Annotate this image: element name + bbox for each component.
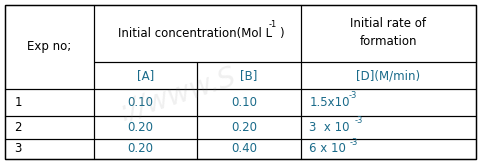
Text: -3: -3 — [348, 138, 357, 147]
Text: 0.10: 0.10 — [127, 96, 154, 109]
Text: Exp no;: Exp no; — [27, 40, 71, 53]
Text: 0.20: 0.20 — [230, 121, 257, 134]
Text: 6 x 10: 6 x 10 — [309, 142, 346, 155]
Text: 0.10: 0.10 — [230, 96, 257, 109]
Text: -3: -3 — [348, 92, 356, 100]
Text: 0.20: 0.20 — [127, 121, 154, 134]
Text: -3: -3 — [354, 116, 362, 125]
Text: Initial rate of: Initial rate of — [349, 17, 426, 30]
Text: formation: formation — [359, 35, 416, 48]
Text: 0.40: 0.40 — [230, 142, 257, 155]
Text: ://www.S: ://www.S — [116, 62, 240, 126]
Text: -1: -1 — [268, 20, 277, 29]
Text: 1.5x10: 1.5x10 — [309, 96, 349, 109]
Text: [B]: [B] — [240, 69, 257, 82]
Text: 2: 2 — [14, 121, 22, 134]
Text: ): ) — [278, 27, 283, 40]
Text: 0.20: 0.20 — [127, 142, 154, 155]
Text: 3: 3 — [14, 142, 22, 155]
Text: [D](M/min): [D](M/min) — [356, 69, 420, 82]
Text: [A]: [A] — [137, 69, 154, 82]
Text: 1: 1 — [14, 96, 22, 109]
Text: Initial concentration(Mol L: Initial concentration(Mol L — [118, 27, 271, 40]
Text: 3  x 10: 3 x 10 — [309, 121, 349, 134]
